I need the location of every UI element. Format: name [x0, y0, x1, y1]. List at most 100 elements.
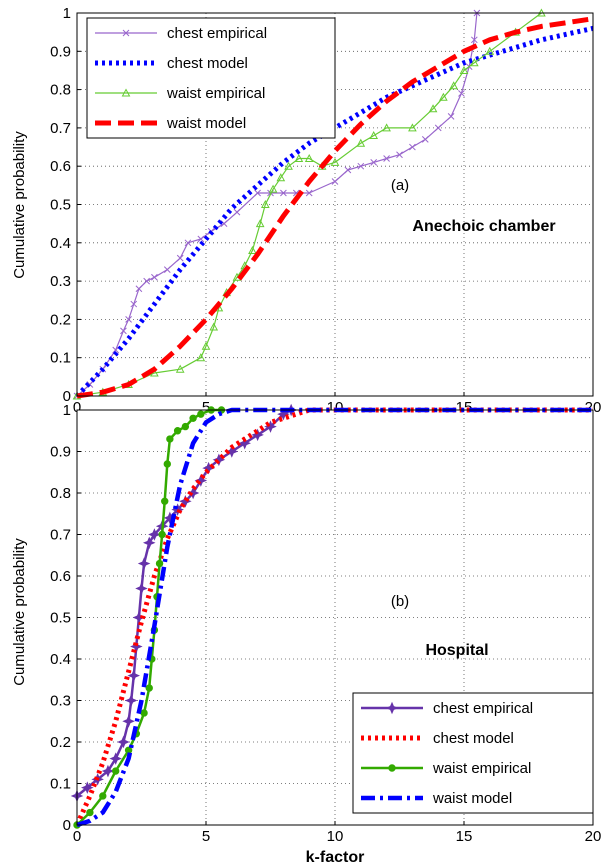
y-tick-label: 0.7	[50, 527, 71, 544]
data-point-marker	[305, 189, 313, 197]
data-point-marker	[184, 239, 192, 247]
data-point-marker	[383, 155, 390, 162]
data-point-marker	[112, 346, 120, 354]
data-point-marker	[173, 427, 182, 435]
x-tick-label: 5	[202, 828, 210, 845]
y-tick-label: 0.8	[50, 82, 71, 99]
data-point-marker	[86, 808, 94, 817]
y-tick-label: 0.3	[50, 273, 71, 290]
data-point-marker	[130, 300, 138, 308]
x-tick-label: 15	[456, 828, 473, 845]
data-point-marker	[238, 436, 251, 450]
legend: chest empirical chest model waist empirica…	[86, 17, 336, 139]
data-point-marker	[158, 530, 166, 539]
data-point-marker	[127, 669, 141, 682]
data-point-marker	[428, 104, 438, 113]
data-point-marker	[161, 497, 169, 505]
data-point-marker	[112, 767, 120, 775]
data-point-marker	[197, 235, 205, 243]
data-point-marker	[196, 353, 206, 362]
y-tick-label: 0.4	[50, 651, 71, 668]
data-point-marker	[409, 143, 416, 151]
y-tick-label: 0	[63, 817, 71, 834]
chart-panel-a: 0 5 10 15 2000.10.20.30.40.50.60.70.80.91Cum…	[11, 5, 601, 416]
data-point-marker	[220, 220, 228, 228]
data-point-marker	[439, 92, 448, 101]
data-point-marker	[145, 684, 153, 692]
legend-entry-label: chest model	[167, 55, 248, 72]
y-tick-label: 1	[63, 5, 71, 22]
data-point-marker	[124, 694, 138, 707]
legend-entry-label: chest empirical	[167, 25, 267, 42]
data-point-marker	[163, 460, 172, 468]
data-point-marker	[396, 151, 403, 159]
panel-label: (b)	[391, 593, 409, 610]
legend-entry-label: waist model	[166, 115, 246, 132]
data-point-marker	[81, 781, 94, 794]
data-point-marker	[356, 138, 366, 147]
data-point-marker	[254, 189, 261, 197]
data-point-marker	[284, 161, 293, 170]
data-point-marker	[197, 410, 205, 418]
y-tick-label: 0.2	[50, 734, 71, 751]
x-tick-label: 0	[73, 399, 81, 416]
y-tick-label: 0.9	[50, 444, 71, 461]
data-point-marker	[189, 414, 197, 422]
data-point-marker	[251, 428, 264, 442]
data-point-marker	[233, 208, 241, 216]
data-point-marker	[99, 792, 107, 800]
data-point-marker	[294, 153, 304, 163]
y-axis-label: Cumulative probability	[11, 131, 28, 279]
legend-entry-label: chest empirical	[433, 700, 533, 717]
data-point-marker	[255, 219, 265, 228]
y-tick-label: 0.2	[50, 311, 71, 328]
y-tick-label: 0.5	[50, 197, 71, 214]
data-point-marker	[248, 245, 257, 254]
data-point-marker	[117, 735, 130, 749]
legend-box	[352, 692, 594, 814]
data-point-marker	[151, 273, 158, 281]
series-line-waist-model	[76, 407, 593, 828]
data-point-marker	[485, 46, 495, 55]
y-tick-label: 0.7	[50, 120, 71, 137]
data-point-marker	[277, 407, 290, 421]
y-tick-label: 0	[63, 388, 71, 405]
y-tick-label: 0.8	[50, 485, 71, 502]
panel-annotation: Anechoic chamber	[412, 218, 555, 235]
data-point-marker	[408, 123, 417, 132]
data-point-marker	[148, 528, 161, 541]
data-point-marker	[331, 178, 339, 185]
data-point-marker	[268, 184, 278, 193]
data-point-marker	[101, 764, 115, 778]
legend-box	[86, 17, 336, 139]
x-axis-label: k-factor	[306, 849, 365, 866]
legend-entry-label: waist empirical	[166, 85, 265, 102]
data-point-marker	[209, 322, 219, 331]
data-point-marker	[194, 474, 208, 487]
data-point-marker	[261, 199, 270, 208]
data-point-marker	[385, 701, 399, 715]
data-point-marker	[176, 254, 184, 262]
legend-entry-label: waist model	[432, 790, 512, 807]
data-point-marker	[201, 341, 211, 350]
data-point-marker	[121, 88, 131, 97]
data-point-marker	[212, 453, 226, 467]
y-tick-label: 0.9	[50, 43, 71, 60]
data-point-marker	[225, 445, 239, 458]
data-point-marker	[449, 81, 459, 90]
series-line-waist-empirical	[76, 12, 542, 397]
data-point-marker	[122, 714, 135, 728]
data-point-marker	[330, 157, 340, 166]
data-point-marker	[470, 36, 478, 44]
x-tick-label: 10	[327, 828, 344, 845]
x-tick-label: 0	[73, 828, 81, 845]
x-tick-label: 20	[585, 828, 602, 845]
data-point-marker	[130, 640, 143, 653]
data-point-marker	[135, 285, 143, 293]
data-point-marker	[166, 435, 174, 443]
y-tick-label: 0.3	[50, 693, 71, 710]
data-point-marker	[458, 90, 465, 97]
data-point-marker	[344, 166, 352, 174]
data-point-marker	[370, 159, 378, 166]
